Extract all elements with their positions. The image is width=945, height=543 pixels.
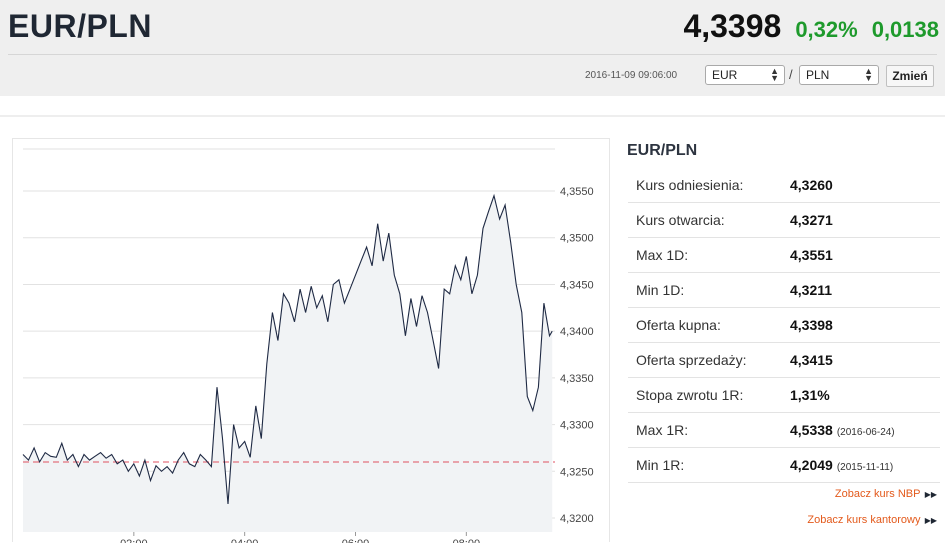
- stats-row-value: 4,2049 (2015-11-11): [790, 457, 893, 473]
- y-tick-label: 4,3300: [560, 420, 594, 432]
- stats-row: Oferta sprzedaży: 4,3415: [628, 343, 940, 378]
- stats-value-number: 4,3398: [790, 317, 833, 333]
- chart-canvas: 4,3550 4,3500 4,3450 4,3400 4,3350 4,3300 4,32…: [22, 148, 594, 543]
- stats-row: Stopa zwrotu 1R: 1,31%: [628, 378, 940, 413]
- change-percent: 0,32%: [795, 17, 858, 42]
- quote-timestamp: 2016-11-09 09:06:00: [585, 70, 678, 81]
- select-arrows-icon: ▲ ▼: [770, 66, 779, 83]
- nbp-rate-link[interactable]: Zobacz kurs NBP ▶▶: [835, 488, 937, 500]
- stats-row: Kurs otwarcia: 4,3271: [628, 203, 940, 238]
- y-tick-label: 4,3400: [560, 326, 594, 338]
- current-price: 4,3398: [683, 8, 782, 44]
- x-tick-label: 06:00: [342, 538, 370, 543]
- stats-row-label: Max 1R:: [636, 422, 689, 438]
- y-tick-label: 4,3450: [560, 279, 594, 291]
- stats-value-number: 4,3211: [790, 282, 833, 298]
- stats-value-date: (2015-11-11): [836, 462, 894, 473]
- change-absolute: 0,0138: [871, 17, 939, 42]
- stats-row-value: 4,3271: [790, 212, 833, 228]
- double-arrow-icon: ▶▶: [922, 490, 937, 499]
- stats-value-date: (2016-06-24): [836, 427, 895, 438]
- quote-summary: 4,3398 0,32% 0,0138: [683, 8, 939, 45]
- change-pair-button[interactable]: Zmień: [886, 65, 934, 87]
- stats-row-value: 4,3211: [790, 282, 832, 298]
- panel-title: EUR/PLN: [627, 142, 698, 159]
- header-bar: EUR/PLN 4,3398 0,32% 0,0138 2016-11-09 0…: [0, 0, 945, 96]
- currency-separator: /: [789, 67, 793, 82]
- price-line: [22, 193, 553, 505]
- stats-value-number: 4,3551: [790, 247, 833, 263]
- stats-row-label: Max 1D:: [636, 247, 689, 263]
- stats-row-label: Oferta kupna:: [636, 317, 721, 333]
- stats-row-label: Min 1R:: [636, 457, 685, 473]
- stats-row-label: Min 1D:: [636, 282, 685, 298]
- stats-value-number: 4,2049: [790, 457, 833, 473]
- stats-row-value: 4,3551: [790, 247, 833, 263]
- stats-value-number: 4,3271: [790, 212, 833, 228]
- base-currency-select[interactable]: EUR ▲ ▼: [705, 65, 785, 85]
- select-arrows-icon: ▲ ▼: [864, 66, 873, 83]
- y-tick-label: 4,3550: [560, 186, 594, 198]
- stats-table: Kurs odniesienia: 4,3260 Kurs otwarcia: 4,3…: [628, 168, 940, 483]
- stats-row-value: 4,3398: [790, 317, 833, 333]
- stats-row: Max 1D: 4,3551: [628, 238, 940, 273]
- stats-row-value: 4,3260: [790, 177, 833, 193]
- stats-row-label: Kurs odniesienia:: [636, 177, 744, 193]
- quote-currency-value: PLN: [806, 68, 830, 82]
- double-arrow-icon: ▶▶: [922, 516, 937, 525]
- stats-row-label: Kurs otwarcia:: [636, 212, 725, 228]
- stats-row: Oferta kupna: 4,3398: [628, 308, 940, 343]
- stats-row: Min 1R: 4,2049 (2015-11-11): [628, 448, 940, 483]
- x-tick-label: 02:00: [120, 538, 148, 543]
- y-tick-label: 4,3250: [560, 466, 594, 478]
- stats-row-value: 4,3415: [790, 352, 833, 368]
- nbp-rate-link-label: Zobacz kurs NBP: [834, 488, 921, 500]
- quote-currency-select[interactable]: PLN ▲ ▼: [799, 65, 879, 85]
- stats-row: Min 1D: 4,3211: [628, 273, 940, 308]
- section-separator: [0, 115, 945, 117]
- stats-value-number: 4,3415: [790, 352, 833, 368]
- exchange-office-rate-link[interactable]: Zobacz kurs kantorowy ▶▶: [807, 514, 937, 526]
- stats-value-number: 4,3260: [790, 177, 833, 193]
- stats-value-number: 1,31%: [790, 387, 830, 403]
- stats-row: Max 1R: 4,5338 (2016-06-24): [628, 413, 940, 448]
- x-tick-label: 04:00: [231, 538, 259, 543]
- exchange-office-rate-link-label: Zobacz kurs kantorowy: [807, 514, 921, 526]
- stats-row-label: Stopa zwrotu 1R:: [636, 387, 744, 403]
- price-chart[interactable]: 4,3550 4,3500 4,3450 4,3400 4,3350 4,3300 4,32…: [12, 138, 610, 543]
- price-area: [23, 195, 553, 532]
- header-divider: [8, 54, 937, 55]
- pair-title: EUR/PLN: [8, 8, 152, 44]
- stats-value-number: 4,5338: [790, 422, 833, 438]
- y-tick-label: 4,3350: [560, 373, 594, 385]
- stats-row-label: Oferta sprzedaży:: [636, 352, 747, 368]
- x-tick-label: 08:00: [453, 538, 481, 543]
- stats-row-value: 1,31%: [790, 387, 830, 403]
- stats-row: Kurs odniesienia: 4,3260: [628, 168, 940, 203]
- y-tick-label: 4,3200: [560, 513, 594, 525]
- base-currency-value: EUR: [712, 68, 738, 82]
- y-tick-label: 4,3500: [560, 233, 594, 245]
- stats-row-value: 4,5338 (2016-06-24): [790, 422, 895, 438]
